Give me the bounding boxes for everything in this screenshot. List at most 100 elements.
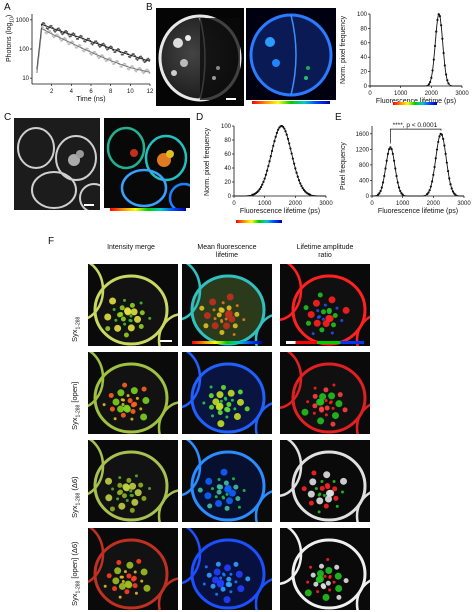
data-point — [284, 130, 287, 133]
data-point — [434, 157, 437, 160]
decay-point — [138, 66, 141, 69]
data-point — [437, 13, 440, 16]
x-axis-label: Fluorescence lifetime (ps) — [376, 98, 456, 105]
data-point — [301, 187, 304, 190]
lifetime-color-scale-b2 — [393, 102, 437, 105]
decay-point — [131, 65, 134, 68]
decay-point — [141, 70, 144, 73]
decay-point — [95, 40, 98, 43]
x-tick-label: 1000 — [258, 201, 272, 207]
data-point — [426, 193, 429, 196]
y-tick-label: 40 — [360, 55, 367, 61]
decay-point — [94, 50, 97, 53]
data-point — [432, 173, 435, 176]
data-point — [258, 187, 261, 191]
panel-b-lifetime-image — [246, 8, 336, 100]
decay-point — [72, 41, 75, 44]
decay-point — [45, 32, 48, 35]
y-tick-label: 80 — [360, 26, 367, 32]
data-point — [283, 127, 286, 130]
panel-f-image-r2-c2 — [182, 352, 272, 434]
ratio-color-scale-f — [286, 341, 364, 344]
data-point — [448, 177, 451, 180]
x-tick-label: 12 — [147, 89, 154, 95]
data-point — [436, 18, 439, 22]
decay-point — [113, 62, 116, 65]
decay-point — [140, 55, 143, 58]
decay-point — [73, 33, 76, 36]
scale-bar-c — [84, 204, 94, 206]
decay-point — [118, 48, 121, 51]
decay-point — [84, 40, 87, 43]
data-point — [429, 81, 432, 84]
data-point — [429, 185, 432, 188]
data-point — [399, 189, 402, 193]
data-point — [308, 193, 312, 196]
data-point — [431, 180, 434, 183]
y-tick-label: 20 — [224, 180, 231, 186]
decay-point — [143, 71, 146, 74]
decay-point — [147, 69, 150, 72]
data-point — [261, 183, 264, 186]
data-point — [281, 125, 285, 128]
decay-point — [51, 34, 54, 37]
x-tick-label: 2000 — [289, 201, 303, 207]
histogram-line — [370, 13, 462, 87]
decay-point — [91, 43, 94, 46]
histogram-line — [234, 125, 326, 197]
col-header-intensity: Intensity merge — [107, 244, 155, 251]
decay-point — [148, 58, 151, 61]
row-label-4: Syx1-288 [open] (Δ6) — [70, 541, 82, 606]
y-tick-label: 80 — [224, 138, 231, 144]
lifetime-color-scale-b — [252, 101, 330, 104]
data-point — [288, 142, 291, 145]
data-point — [447, 82, 450, 85]
decay-point — [56, 33, 59, 36]
data-point — [454, 193, 457, 196]
decay-point — [97, 44, 100, 47]
decay-point — [101, 54, 104, 57]
scale-bar — [226, 98, 236, 100]
data-point — [442, 51, 445, 55]
data-point — [431, 69, 434, 72]
x-tick-label: 2000 — [425, 91, 439, 97]
decay-point — [46, 27, 49, 30]
row-label-2: Syx1-288 [open] — [70, 381, 82, 430]
panel-f-image-r2-c1 — [88, 352, 178, 434]
data-point — [388, 147, 391, 151]
data-point — [381, 181, 385, 184]
data-point — [450, 187, 453, 190]
data-point — [385, 159, 388, 162]
data-point — [392, 159, 396, 162]
data-point — [432, 58, 435, 61]
data-point — [274, 135, 277, 138]
row-label-3: Syx1-288 (Δ6) — [70, 476, 82, 518]
decay-point — [80, 35, 83, 38]
panel-f-image-r1-c3 — [280, 264, 370, 346]
decay-point — [65, 38, 68, 41]
data-point — [446, 79, 449, 82]
col-header-mean-lifetime: Mean fluorescence lifetime — [197, 244, 257, 259]
y-tick-label: 100 — [221, 124, 232, 130]
decay-point — [88, 37, 91, 40]
data-point — [277, 128, 280, 131]
data-point — [289, 147, 292, 150]
decay-fit-line — [36, 27, 151, 74]
x-tick-label: 0 — [368, 91, 372, 97]
plot-b-ylabel: Norm. pixel frequency — [340, 15, 347, 84]
data-point — [272, 144, 275, 148]
decay-point — [69, 35, 72, 38]
y-tick-label: 1600 — [356, 132, 370, 138]
plot-e: 0 400 800 1200 1600 0 1000 2000 3000Fluorescence… — [356, 122, 472, 215]
data-point — [394, 167, 397, 170]
panel-label-a: A — [4, 2, 11, 13]
data-point — [442, 137, 445, 140]
decay-point — [121, 53, 124, 56]
data-point — [285, 133, 288, 136]
data-point — [259, 185, 263, 189]
decay-point — [136, 58, 139, 61]
y-tick-label: 100 — [357, 12, 368, 18]
row-label-1: Syx1-288 — [70, 316, 82, 342]
data-point — [389, 146, 392, 149]
